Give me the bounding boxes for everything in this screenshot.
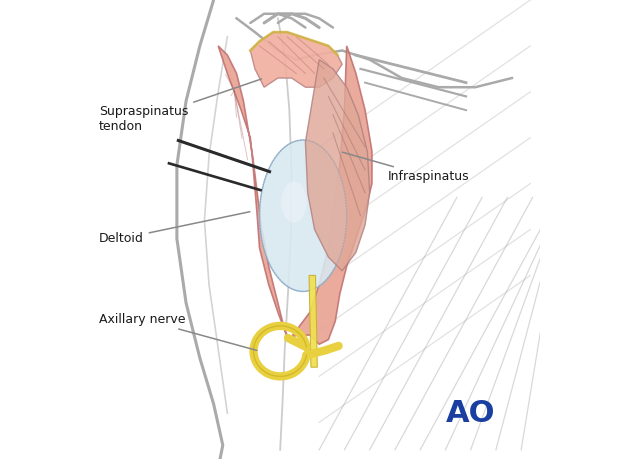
Text: Infraspinatus: Infraspinatus xyxy=(342,152,470,183)
Text: Deltoid: Deltoid xyxy=(99,212,250,245)
Ellipse shape xyxy=(260,140,347,291)
Polygon shape xyxy=(290,46,372,344)
Ellipse shape xyxy=(281,181,306,223)
Text: Supraspinatus
tendon: Supraspinatus tendon xyxy=(99,79,262,134)
Polygon shape xyxy=(309,275,317,367)
Text: AO: AO xyxy=(446,398,495,428)
Polygon shape xyxy=(250,32,342,87)
Polygon shape xyxy=(218,46,290,340)
Polygon shape xyxy=(306,60,370,271)
Text: Axillary nerve: Axillary nerve xyxy=(99,313,257,350)
